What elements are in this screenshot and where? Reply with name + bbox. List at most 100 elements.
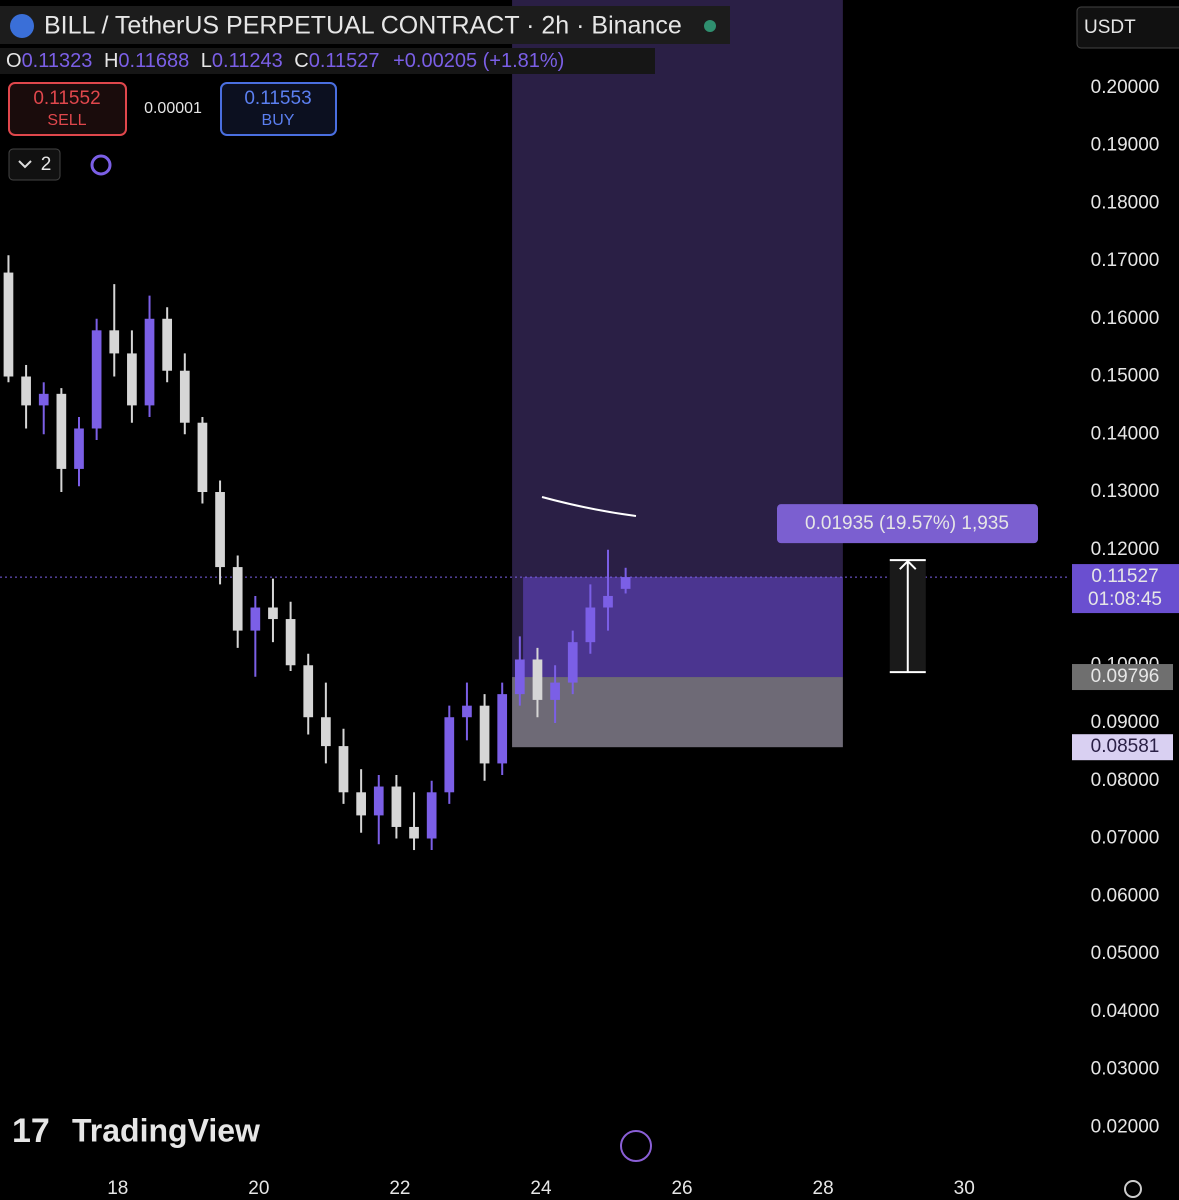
measure-arrowhead [899,559,917,570]
candle-body [603,595,613,608]
candle-body [321,717,331,747]
x-tick-label: 30 [954,1178,975,1199]
y-tick-label: 0.14000 [1091,423,1160,444]
candle-body [21,376,31,406]
candle-body [356,792,366,816]
legend-value: 0.11527 [309,50,380,72]
candle-body [285,619,296,666]
buy-label: BUY [262,112,295,129]
currency: USDT [1084,17,1136,38]
x-tick-label: 26 [671,1178,692,1199]
settings-icon[interactable] [1124,1180,1142,1198]
y-tick-label: 0.17000 [1091,250,1160,271]
buy-price: 0.11553 [244,88,311,109]
layers-count: 2 [41,154,52,175]
drawing [541,496,637,517]
y-tick-label: 0.08000 [1091,770,1160,791]
measure-label-bg [777,504,1038,544]
buy-button[interactable]: 0.11553 BUY [220,82,337,136]
sell-button[interactable]: 0.11552 SELL [8,82,127,136]
legend-key: C [294,50,308,72]
y-tick-label: 0.18000 [1091,192,1160,213]
legend-key: O [6,50,22,72]
buy-box [220,82,337,136]
candle-body [479,705,490,764]
candle-body [444,717,455,793]
plot: 0.20000 0.19000 0.18000 0.17000 0.16000 0.150… [0,77,1179,1199]
stop-label: 0.08581 [1091,736,1160,757]
title-bg [0,6,730,44]
y-tick-label: 0.16000 [1091,308,1160,329]
y-tick-label: 0.15000 [1091,366,1160,387]
sell-price: 0.11552 [33,88,100,109]
countdown: 01:08:45 [1088,589,1162,610]
layers-toggle[interactable]: 2 [8,148,61,181]
candle-body [567,642,578,683]
candle-body [144,318,155,406]
candle-body [585,607,596,643]
x-tick-label: 18 [107,1178,128,1199]
candle-body [74,428,84,469]
sell-box [8,82,127,136]
candle-body [303,665,314,718]
y-tick-label: 0.20000 [1091,77,1160,98]
candle-body [497,694,508,764]
candle-body [197,422,208,493]
spread: 0.00001 [144,100,202,117]
candle-body [338,746,349,793]
brand-name: TradingView [72,1112,260,1148]
currency-box [1076,6,1179,49]
y-tick-label: 0.09000 [1091,712,1160,733]
currency-select[interactable]: USDT [1076,6,1179,49]
candle-body [250,607,261,631]
measure-label: 0.01935 (19.57%) 1,935 [805,513,1009,534]
x-tick-label: 22 [389,1178,410,1199]
status-dot [704,20,716,32]
legend-value: 0.11323 [22,50,93,72]
entry-tag [1072,664,1173,691]
legend-key: L [201,50,212,72]
target-zone [512,0,843,678]
last-price-tag [1072,564,1179,614]
candle-body [91,330,102,429]
refresh-icon[interactable] [90,154,112,176]
y-tick-label: 0.02000 [1091,1116,1160,1137]
brand-logo: 17 [12,1112,50,1150]
candle-body [462,705,472,718]
y-tick-label: 0.06000 [1091,885,1160,906]
candle-body [532,659,543,700]
y-tick-label: 0.04000 [1091,1001,1160,1022]
y-tick-label: 0.05000 [1091,943,1160,964]
legend-key: H [104,50,118,72]
stop-tag [1072,734,1173,761]
legend-bg [0,48,655,74]
candle-body [391,786,402,827]
y-tick-label: 0.19000 [1091,135,1160,156]
candle-body [179,370,190,423]
lightning-button[interactable] [620,1130,652,1162]
symbol-icon [10,14,34,38]
last-price-label: 0.11527 [1091,566,1158,587]
legend-value: 0.11688 [118,50,189,72]
candle-body [426,792,437,839]
candle-body [38,393,49,406]
candle-body [620,577,631,589]
candle-body [3,272,14,377]
legend-value: 0.11243 [212,50,283,72]
x-tick-label: 24 [530,1178,552,1199]
layers-box [8,148,61,181]
candle-body [550,682,560,700]
candle-body [215,492,225,568]
sell-label: SELL [47,112,86,129]
y-tick-label: 0.03000 [1091,1059,1160,1080]
candle-body [127,353,137,406]
stop-zone [512,677,843,748]
candle-body [409,826,419,839]
chevron [18,160,32,169]
y-tick-label: 0.13000 [1091,481,1160,502]
x-tick-label: 28 [813,1178,834,1199]
candle-body [56,393,67,469]
y-tick-label: 0.12000 [1091,539,1160,560]
entry-label: 0.09796 [1091,666,1160,687]
